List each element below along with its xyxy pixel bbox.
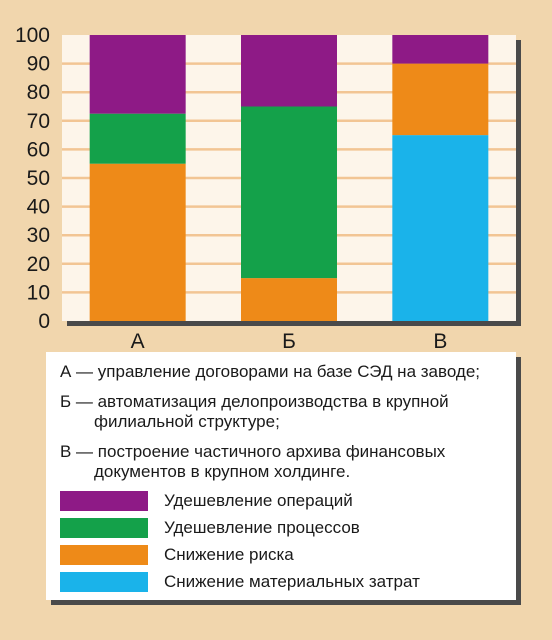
note-b: Б — автоматизация делопроизводства в кру…: [60, 392, 512, 432]
x-category-label-0: А: [131, 330, 145, 352]
bar-segment-0-2: [89, 113, 186, 164]
bar-segment-1-3: [241, 35, 337, 107]
plot-area: 0 10 20 30 40 50 60 70 80 90 100 А Б В: [15, 24, 521, 352]
legend-label-material-costs: Снижение материальных затрат: [164, 572, 420, 591]
legend-item-operations: Удешевление операций: [60, 489, 500, 513]
y-tick-label-0: 0: [38, 310, 50, 333]
bar-segment-2-0: [392, 135, 489, 321]
legend-item-risk: Снижение риска: [60, 543, 500, 567]
bar-segment-1-1: [241, 278, 337, 321]
legend-swatch-risk: [60, 545, 148, 565]
note-c-line-1: В — построение частичного архива финансо…: [60, 442, 446, 461]
y-tick-label-100: 100: [15, 24, 50, 47]
y-tick-label-90: 90: [27, 53, 50, 76]
bar-segment-2-3: [392, 35, 489, 64]
bar-segment-1-2: [241, 106, 337, 279]
bar-segment-0-3: [89, 35, 186, 114]
note-a: А — управление договорами на базе СЭД на…: [60, 362, 512, 382]
legend-box: А — управление договорами на базе СЭД на…: [46, 352, 516, 600]
note-b-line-1: Б — автоматизация делопроизводства в кру…: [60, 392, 449, 411]
y-tick-label-30: 30: [27, 224, 50, 247]
note-c: В — построение частичного архива финансо…: [60, 442, 512, 482]
y-tick-label-20: 20: [27, 253, 50, 276]
legend-swatch-processes: [60, 518, 148, 538]
legend-swatch-material-costs: [60, 572, 148, 592]
bar-segment-0-1: [89, 163, 186, 321]
y-tick-label-80: 80: [27, 81, 50, 104]
note-c-line-2: документов в крупном холдинге.: [94, 462, 351, 481]
y-tick-label-40: 40: [27, 196, 50, 219]
stacked-bar-chart: 0 10 20 30 40 50 60 70 80 90 100 А Б В: [15, 24, 521, 352]
legend-item-processes: Удешевление процессов: [60, 516, 500, 540]
y-tick-label-70: 70: [27, 110, 50, 133]
legend-label-processes: Удешевление процессов: [164, 518, 360, 537]
y-tick-label-10: 10: [27, 281, 50, 304]
note-b-line-2: филиальной структуре;: [94, 412, 280, 431]
legend-label-risk: Снижение риска: [164, 545, 294, 564]
legend-label-operations: Удешевление операций: [164, 491, 353, 510]
y-tick-label-60: 60: [27, 138, 50, 161]
x-category-label-2: В: [433, 330, 447, 352]
note-a-line-1: А — управление договорами на базе СЭД на…: [60, 362, 481, 381]
legend-swatch-operations: [60, 491, 148, 511]
bar-segment-2-1: [392, 63, 489, 136]
legend-item-material-costs: Снижение материальных затрат: [60, 570, 500, 594]
y-tick-label-50: 50: [27, 167, 50, 190]
x-category-label-1: Б: [282, 330, 296, 352]
